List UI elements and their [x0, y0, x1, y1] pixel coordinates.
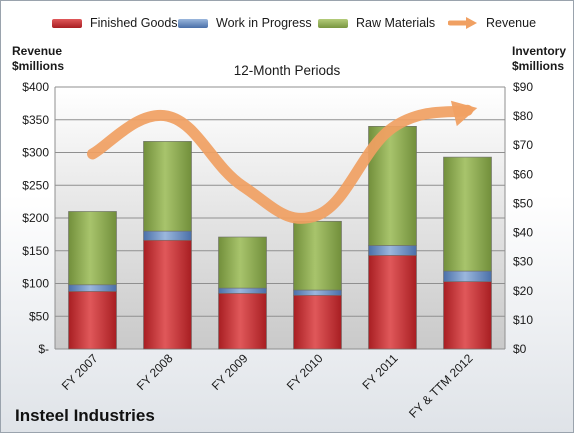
bar-finished-goods	[293, 294, 342, 350]
left-axis-title: Revenue $millions	[12, 44, 64, 74]
chart-legend: Finished Goods Work in Progress Raw Mate…	[0, 12, 574, 34]
legend-swatch-raw-materials	[318, 18, 348, 28]
right-axis-tick-label: $70	[513, 138, 533, 152]
left-axis-ticks: $- $50 $100 $150 $200 $250 $300 $350 $400	[22, 80, 49, 356]
right-axis-title-line-1: Inventory	[512, 44, 567, 58]
bar-work-in-progress	[68, 284, 117, 292]
bar-work-in-progress	[293, 289, 342, 296]
right-axis-tick-label: $90	[513, 80, 533, 94]
legend-label-work-in-progress: Work in Progress	[216, 16, 312, 30]
left-axis-tick-label: $300	[22, 146, 49, 160]
legend-arrow-icon	[448, 17, 477, 29]
bar-raw-materials	[143, 141, 192, 232]
category-label: FY 2008	[134, 351, 176, 393]
bar-finished-goods	[368, 255, 417, 350]
legend-label-finished-goods: Finished Goods	[90, 16, 178, 30]
category-label: FY & TTM 2012	[406, 351, 476, 421]
bar-work-in-progress	[218, 287, 267, 294]
right-axis-tick-label: $50	[513, 196, 533, 210]
bar-finished-goods	[443, 281, 492, 350]
left-axis-tick-label: $400	[22, 80, 49, 94]
left-axis-tick-label: $-	[38, 342, 49, 356]
bars	[68, 126, 492, 350]
bar-finished-goods	[68, 291, 117, 350]
bar-work-in-progress	[443, 270, 492, 282]
company-name: Insteel Industries	[15, 406, 155, 425]
revenue-line-path	[87, 104, 473, 224]
right-axis-tick-label: $80	[513, 109, 533, 123]
category-label: FY 2009	[209, 351, 251, 393]
bar-raw-materials	[218, 236, 267, 289]
category-label: FY 2011	[359, 351, 400, 392]
right-axis-tick-label: $10	[513, 313, 533, 327]
left-axis-title-line-1: Revenue	[12, 44, 63, 58]
bar-finished-goods	[143, 239, 192, 350]
left-axis-tick-label: $150	[22, 244, 49, 258]
legend-item-revenue: Revenue	[448, 16, 536, 30]
category-label: FY 2010	[284, 351, 326, 393]
left-axis-tick-label: $250	[22, 178, 49, 192]
bar-finished-goods	[218, 293, 267, 350]
right-axis-tick-label: $0	[513, 342, 527, 356]
left-axis-tick-label: $50	[29, 309, 49, 323]
bar-raw-materials	[443, 156, 492, 272]
left-axis-tick-label: $100	[22, 277, 49, 291]
legend-item-finished-goods: Finished Goods	[52, 16, 178, 30]
legend-label-revenue: Revenue	[486, 16, 537, 30]
revenue-arrowhead	[450, 100, 478, 127]
left-axis-title-line-2: $millions	[12, 59, 65, 73]
category-label: FY 2007	[59, 351, 101, 393]
legend-item-work-in-progress: Work in Progress	[178, 16, 312, 30]
left-axis-tick-label: $200	[22, 211, 49, 225]
left-axis-tick-label: $350	[22, 113, 49, 127]
right-axis-ticks: $0 $10 $20 $30 $40 $50 $60 $70 $80 $90	[513, 80, 533, 356]
right-axis-title: Inventory $millions	[512, 44, 566, 74]
bar-raw-materials	[293, 220, 342, 291]
legend-item-raw-materials: Raw Materials	[318, 16, 435, 30]
legend-swatch-work-in-progress	[178, 18, 208, 28]
bar-raw-materials	[68, 211, 117, 286]
legend-swatch-finished-goods	[52, 18, 82, 28]
right-axis-tick-label: $30	[513, 255, 533, 269]
bar-work-in-progress	[143, 230, 192, 241]
right-axis-tick-label: $40	[513, 226, 533, 240]
right-axis-tick-label: $20	[513, 284, 533, 298]
bar-work-in-progress	[368, 245, 417, 256]
right-axis-title-line-2: $millions	[512, 59, 565, 73]
right-axis-tick-label: $60	[513, 167, 533, 181]
legend-label-raw-materials: Raw Materials	[356, 16, 436, 30]
chart-title: 12-Month Periods	[233, 63, 341, 78]
revenue-line	[87, 100, 478, 224]
